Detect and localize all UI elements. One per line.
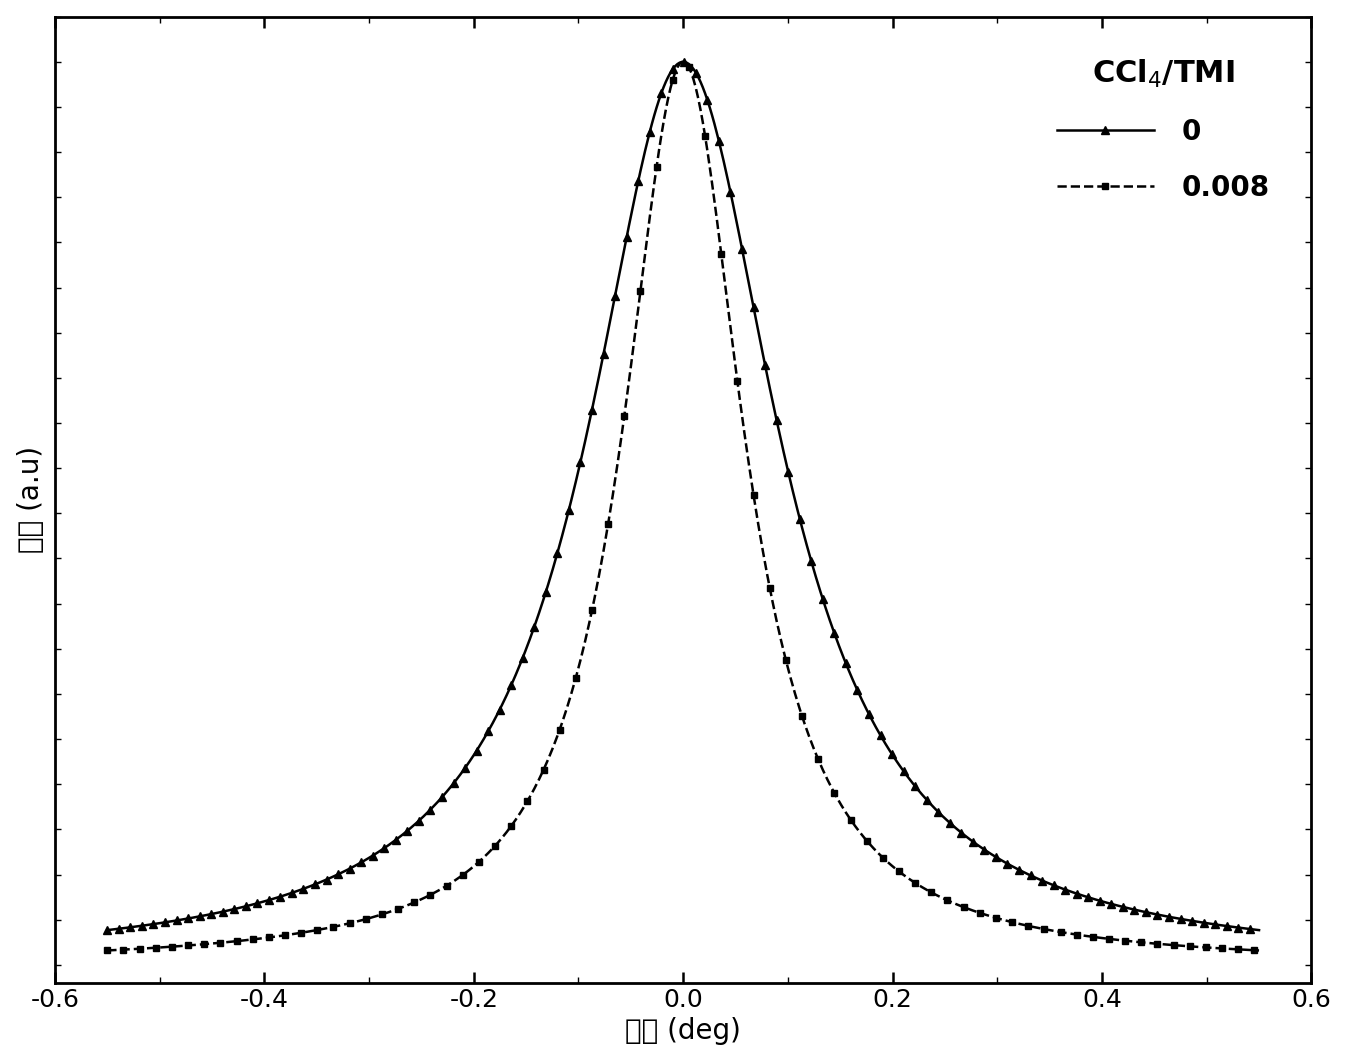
0.008 (654, 130, 670, 142)
0 (674, 55, 690, 68)
X-axis label: 角度 (deg): 角度 (deg) (625, 1017, 741, 1045)
0 (1225, 921, 1242, 933)
0 (1251, 924, 1267, 937)
0 (1046, 879, 1062, 892)
0.008 (787, 687, 803, 700)
Legend: 0, 0.008: 0, 0.008 (1029, 31, 1298, 229)
0.008 (1251, 944, 1267, 957)
Line: 0: 0 (104, 57, 1263, 935)
0 (787, 494, 803, 507)
0.008 (100, 944, 116, 957)
0.008 (1046, 924, 1062, 937)
0 (725, 196, 741, 209)
Line: 0.008: 0.008 (104, 58, 1263, 954)
0.008 (646, 176, 662, 189)
Y-axis label: 强度 (a.u): 强度 (a.u) (16, 446, 44, 553)
0.008 (1225, 943, 1242, 956)
0 (654, 87, 670, 100)
0.008 (725, 339, 741, 352)
0 (646, 108, 662, 121)
0 (100, 924, 116, 937)
0.008 (674, 55, 690, 68)
